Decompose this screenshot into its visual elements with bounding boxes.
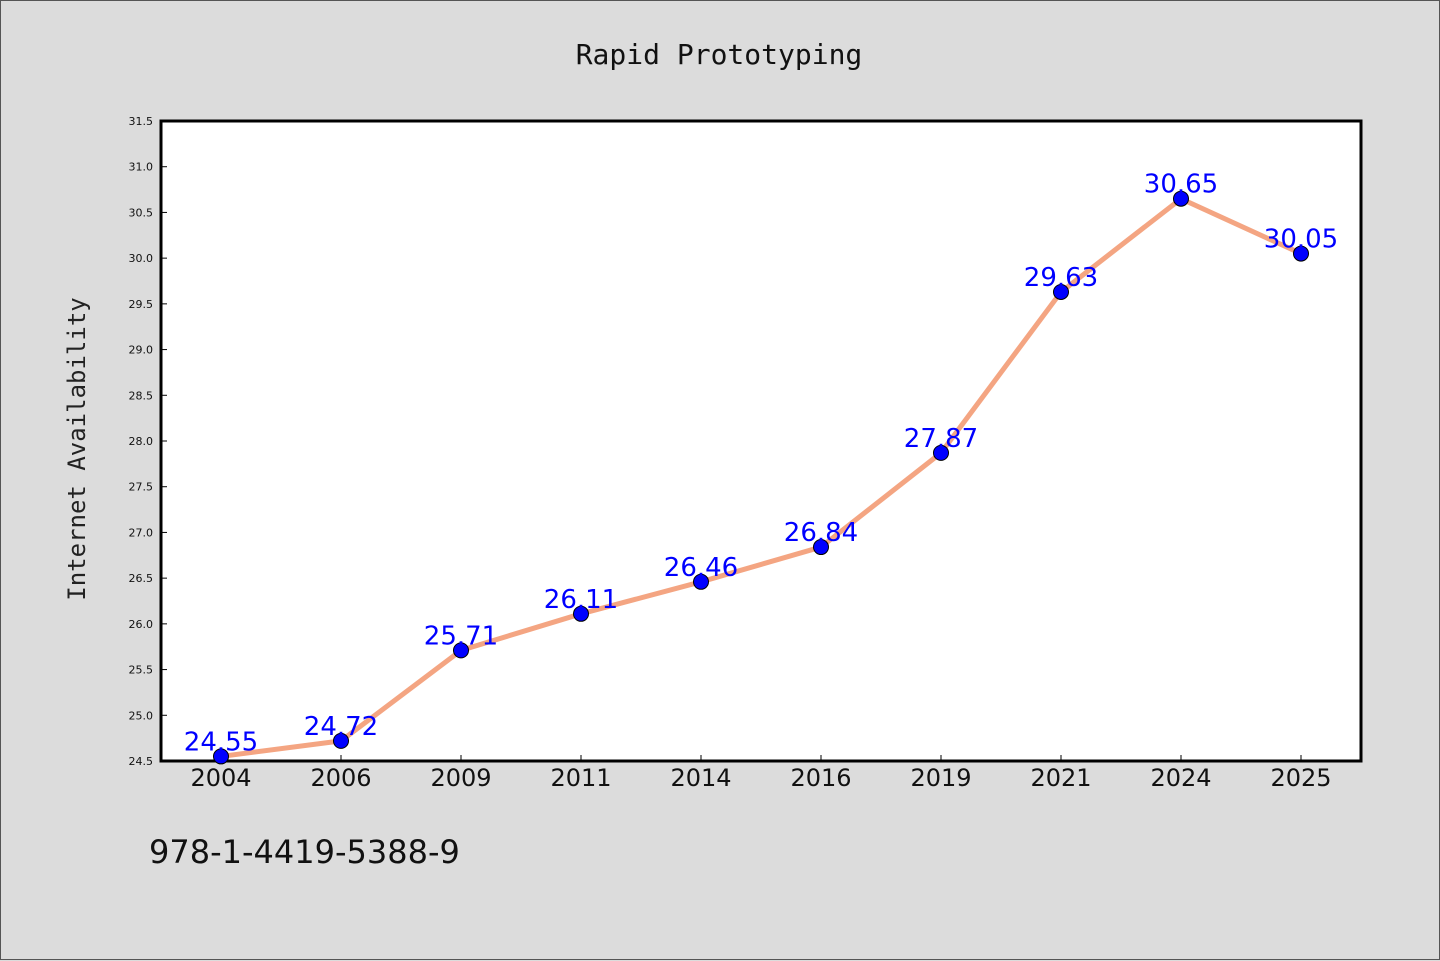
- x-tick-label: 2004: [190, 764, 251, 792]
- data-markers: [213, 190, 1309, 765]
- data-labels: 24.55 24.72 25.71 26.11 26.46 26.84 27.87 29.63…: [184, 170, 1338, 758]
- data-point: [1053, 283, 1069, 300]
- plot-area: [159, 119, 1363, 763]
- data-point: [1173, 190, 1189, 207]
- x-tick-label: 2016: [790, 764, 851, 792]
- data-point: [813, 539, 829, 556]
- x-tick-label: 2009: [430, 764, 491, 792]
- y-axis-label: Internet Availability: [63, 297, 91, 600]
- x-tick-label: 2014: [670, 764, 731, 792]
- chart-title: Rapid Prototyping: [576, 38, 863, 71]
- x-tick-label: 2006: [310, 764, 371, 792]
- y-tick-label: 30.5: [129, 206, 154, 219]
- x-tick-label: 2021: [1030, 764, 1091, 792]
- y-axis-ticks: 24.5 25.0 25.5 26.0 26.5 27.0 27.5 28.0 28.5 29.0…: [129, 115, 167, 768]
- footer-code: 978-1-4419-5388-9: [149, 833, 460, 871]
- y-tick-label: 24.5: [129, 755, 154, 768]
- x-tick-label: 2019: [910, 764, 971, 792]
- y-tick-label: 31.0: [129, 161, 154, 174]
- y-tick-label: 25.0: [129, 709, 154, 722]
- data-point: [933, 444, 949, 461]
- data-label: 24.55: [184, 727, 258, 757]
- y-tick-label: 26.5: [129, 572, 154, 585]
- y-tick-label: 30.0: [129, 252, 154, 265]
- data-label: 26.84: [784, 518, 858, 548]
- y-tick-label: 26.0: [129, 618, 154, 631]
- data-label: 25.71: [424, 621, 498, 651]
- x-tick-label: 2024: [1150, 764, 1211, 792]
- data-point: [333, 732, 349, 749]
- x-tick-label: 2025: [1270, 764, 1331, 792]
- x-tick-label: 2011: [550, 764, 611, 792]
- data-point: [693, 573, 709, 590]
- data-label: 30.65: [1144, 170, 1218, 200]
- data-point: [1293, 245, 1309, 262]
- y-tick-label: 29.5: [129, 298, 154, 311]
- data-label: 24.72: [304, 712, 378, 742]
- y-tick-label: 29.0: [129, 344, 154, 357]
- y-tick-label: 31.5: [129, 115, 154, 128]
- data-label: 29.63: [1024, 263, 1098, 293]
- y-tick-label: 27.0: [129, 526, 154, 539]
- data-point: [453, 642, 469, 659]
- data-point: [573, 605, 589, 622]
- data-label: 26.46: [664, 553, 738, 583]
- y-tick-label: 27.5: [129, 481, 154, 494]
- y-tick-label: 28.0: [129, 435, 154, 448]
- data-label: 26.11: [544, 585, 618, 615]
- y-tick-label: 28.5: [129, 389, 154, 402]
- x-axis-ticks: 2004 2006 2009 2011 2014 2016 2019 2021 2024 2025: [190, 755, 1332, 792]
- data-point: [213, 748, 229, 765]
- series-line: [218, 196, 1304, 759]
- y-tick-label: 25.5: [129, 664, 154, 677]
- data-label: 27.87: [904, 424, 978, 454]
- data-label: 30.05: [1264, 225, 1338, 255]
